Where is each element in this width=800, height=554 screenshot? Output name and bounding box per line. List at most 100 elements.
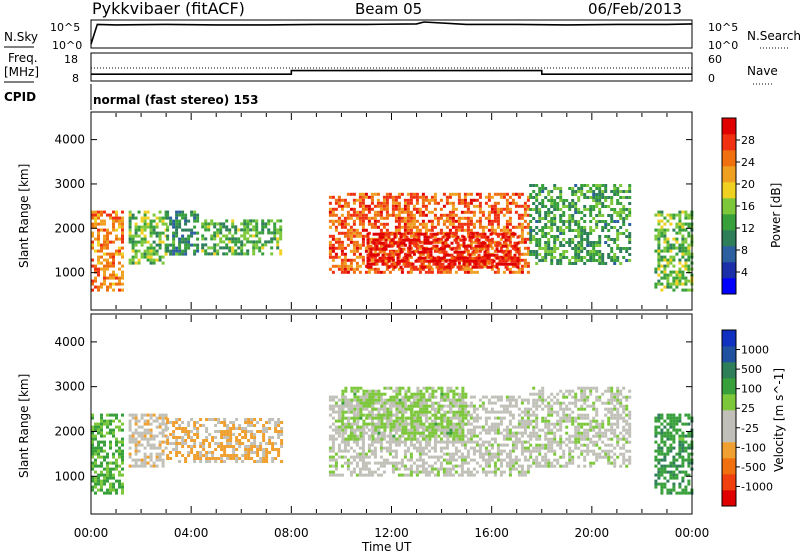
- data-cell-3: [213, 222, 217, 226]
- data-cell-2: [169, 457, 173, 460]
- data-cell-3: [481, 404, 485, 408]
- data-cell-2: [220, 445, 224, 448]
- data-cell-3: [385, 449, 389, 453]
- data-cell-2: [277, 454, 281, 457]
- data-cell-3: [343, 443, 347, 447]
- data-cell-5: [402, 232, 406, 236]
- data-cell-6: [592, 190, 596, 193]
- data-cell-4: [451, 210, 455, 214]
- data-cell-3: [213, 249, 217, 253]
- data-cell-1: [158, 458, 162, 462]
- data-cell-5: [372, 232, 376, 236]
- data-cell-6: [577, 226, 581, 229]
- data-cell-2: [235, 436, 239, 439]
- data-cell-0: [115, 458, 118, 462]
- data-cell-4: [431, 431, 435, 435]
- data-cell-1: [155, 419, 159, 423]
- data-cell-4: [356, 416, 360, 420]
- data-cell-4: [472, 240, 476, 244]
- data-cell-0: [109, 419, 112, 423]
- data-cell-4: [469, 222, 473, 226]
- data-cell-0: [97, 270, 100, 274]
- data-cell-4: [424, 204, 428, 208]
- data-cell-4: [452, 434, 456, 438]
- data-cell-6: [592, 196, 596, 199]
- data-cell-4: [415, 207, 419, 211]
- data-cell-2: [184, 252, 188, 256]
- data-cell-4: [439, 231, 443, 235]
- station-title: Pykkvibaer (fitACF): [92, 0, 245, 18]
- freq-tick-high: 18: [64, 53, 78, 66]
- data-cell-6: [586, 232, 590, 235]
- data-cell-4: [409, 216, 413, 220]
- data-cell-3: [520, 422, 524, 426]
- data-cell-0: [109, 413, 112, 417]
- data-cell-3: [463, 458, 467, 462]
- data-cell-4: [358, 210, 362, 214]
- data-cell-4: [377, 428, 381, 432]
- data-cell-0: [91, 479, 94, 483]
- data-cell-6: [622, 196, 626, 199]
- data-cell-4: [392, 434, 396, 438]
- data-cell-0: [94, 425, 97, 429]
- data-cell-0: [103, 491, 106, 495]
- data-cell-3: [331, 473, 335, 477]
- data-cell-3: [337, 446, 341, 450]
- data-cell-1: [140, 443, 144, 447]
- data-cell-5: [417, 259, 421, 263]
- data-cell-2: [241, 436, 245, 439]
- data-cell-1: [152, 246, 156, 250]
- data-cell-0: [100, 243, 103, 247]
- data-cell-4: [508, 210, 512, 214]
- data-cell-4: [469, 228, 473, 232]
- data-cell-3: [484, 428, 488, 432]
- data-cell-4: [340, 207, 344, 211]
- data-cell-0: [121, 449, 124, 453]
- data-cell-6: [610, 226, 614, 229]
- data-cell-4: [346, 216, 350, 220]
- data-cell-4: [379, 201, 383, 205]
- data-cell-1: [140, 434, 144, 438]
- data-cell-5: [507, 262, 511, 266]
- data-cell-3: [520, 449, 524, 453]
- data-cell-4: [493, 213, 497, 217]
- data-cell-2: [223, 421, 227, 424]
- data-cell-0: [112, 482, 115, 486]
- data-cell-3: [520, 440, 524, 444]
- data-cell-4: [437, 422, 441, 426]
- nsearch-tick-high: 10^5: [708, 21, 738, 34]
- data-cell-2: [250, 418, 254, 421]
- data-cell-4: [431, 407, 435, 411]
- data-cell-3: [487, 401, 491, 405]
- data-cell-6: [565, 241, 569, 244]
- data-cell-3: [523, 428, 527, 432]
- data-cell-4: [451, 213, 455, 217]
- data-cell-4: [328, 207, 332, 211]
- data-cell-4: [416, 389, 420, 393]
- data-cell-5: [456, 265, 460, 269]
- data-cell-3: [409, 440, 413, 444]
- data-cell-4: [361, 243, 365, 247]
- data-cell-5: [426, 253, 430, 257]
- data-cell-2: [265, 457, 269, 460]
- data-cell-3: [466, 422, 470, 426]
- data-cell-4: [478, 222, 482, 226]
- data-cell-0: [109, 282, 112, 286]
- data-cell-4: [461, 407, 465, 411]
- data-cell-3: [454, 449, 458, 453]
- data-cell-6: [559, 220, 563, 223]
- data-cell-3: [403, 440, 407, 444]
- data-cell-5: [423, 265, 427, 269]
- data-cell-7: [675, 213, 679, 217]
- data-cell-4: [427, 201, 431, 205]
- data-cell-3: [490, 443, 494, 447]
- data-cell-4: [412, 222, 416, 226]
- data-cell-4: [523, 246, 527, 250]
- data-cell-3: [334, 428, 338, 432]
- data-cell-4: [466, 192, 470, 196]
- data-cell-4: [427, 210, 431, 214]
- data-cell-4: [337, 216, 341, 220]
- data-cell-1: [137, 443, 141, 447]
- data-cell-1: [134, 240, 138, 244]
- data-cell-4: [490, 222, 494, 226]
